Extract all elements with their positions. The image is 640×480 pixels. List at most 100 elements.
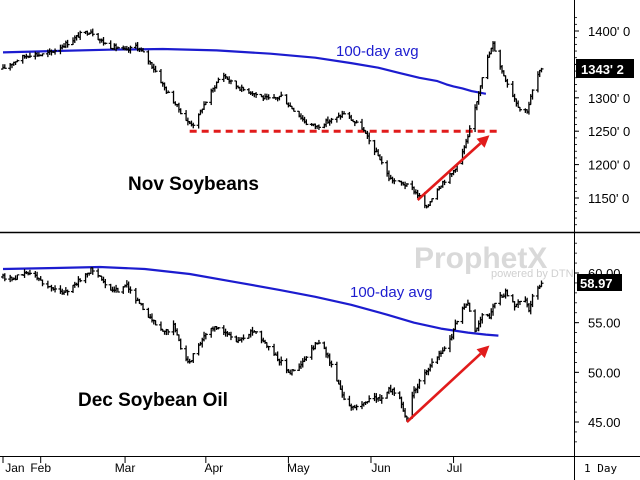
soybeans-price-bar	[367, 132, 372, 145]
soybeans-y-tick-label: 1150' 0	[588, 191, 629, 206]
soybeans-price-bar	[78, 30, 83, 41]
soybeans-price-bar	[430, 198, 435, 203]
soybean-oil-price-bar	[442, 346, 447, 352]
soybean-oil-price-bar	[153, 319, 158, 326]
soybeans-y-tick-label: 1200' 0	[588, 158, 630, 173]
soybeans-trend-arrow	[416, 135, 490, 201]
soybean-oil-price-bar	[254, 331, 259, 334]
soybeans-price-bar	[539, 67, 544, 73]
soybeans-price-bar	[40, 53, 45, 57]
soybeans-y-tick-label: 1250' 0	[588, 124, 630, 139]
soybean-oil-avg-label: 100-day avg	[350, 284, 433, 301]
soybean-oil-price-bar	[2, 273, 7, 282]
soybean-oil-price-bar	[103, 278, 108, 289]
soybeans-price-bar	[228, 79, 233, 85]
soybean-oil-price-bar	[304, 356, 309, 361]
soybean-oil-price-bar	[279, 356, 284, 366]
soybean-oil-price-bar	[467, 302, 472, 312]
soybeans-y-tick-label: 1300' 0	[588, 91, 630, 106]
soybeans-price-bar	[354, 120, 359, 124]
soybean-oil-price-bar	[455, 320, 460, 325]
soybean-oil-price-bars	[1, 267, 544, 422]
soybean-oil-price-bar	[141, 303, 146, 311]
soybeans-price-bar	[379, 156, 384, 165]
soybeans-price-bar	[178, 108, 183, 115]
soybeans-price-bar	[254, 92, 259, 98]
soybeans-price-bar	[216, 77, 221, 84]
prophetx-watermark: ProphetX powered by DTN	[414, 242, 574, 280]
soybeans-avg-label: 100-day avg	[336, 43, 419, 60]
month-label: Jun	[371, 461, 390, 475]
soybeans-price-bar	[304, 119, 309, 126]
soybeans-price-bar	[492, 41, 497, 52]
soybean-oil-price-bar	[392, 387, 397, 396]
soybeans-y-tick-label: 1400' 0	[588, 24, 630, 39]
soybeans-price-bar	[530, 89, 535, 100]
soybean-oil-moving-average	[2, 265, 499, 337]
soybean-oil-last-value-label: 58.97	[580, 276, 613, 291]
soybeans-ma-line	[2, 47, 487, 95]
soybean-oil-price-bar	[354, 404, 359, 411]
watermark-brand: ProphetX	[414, 242, 547, 275]
month-label: Apr	[204, 461, 223, 475]
soybeans-price-bar	[291, 107, 296, 112]
soybean-oil-price-bar	[191, 353, 196, 363]
soybeans-price-bar	[203, 101, 208, 106]
soybean-oil-price-bar	[53, 285, 58, 293]
soybeans-price-bar	[166, 90, 171, 94]
soybeans-price-bar	[480, 76, 485, 89]
soybean-oil-price-bar	[480, 313, 485, 324]
soybeans-price-bar	[128, 45, 133, 54]
soybean-oil-price-bar	[203, 332, 208, 340]
soybean-oil-price-bar	[128, 286, 133, 294]
soybean-oil-price-bar	[228, 331, 233, 341]
soybean-oil-price-bar	[530, 293, 535, 308]
soybeans-price-bar	[342, 111, 347, 115]
soybeans-price-bar	[404, 183, 409, 187]
soybeans-last-value-label: 1343' 2	[581, 62, 624, 77]
soybean-oil-price-bar	[430, 358, 435, 368]
soybeans-price-bar	[467, 125, 472, 138]
soybean-oil-price-bar	[65, 289, 70, 296]
soybean-oil-last-value-bg	[577, 274, 622, 291]
soybean-oil-title: Dec Soybean Oil	[78, 390, 228, 411]
soybeans-price-bar	[329, 117, 334, 124]
soybeans-price-bar	[2, 64, 7, 69]
soybean-oil-price-bar	[266, 345, 271, 351]
soybeans-price-bar	[141, 47, 146, 53]
soybean-oil-price-bar	[27, 269, 32, 276]
soybeans-price-bar	[15, 59, 20, 63]
soybeans-panel: Nov Soybeans 100-day avg 1150' 0 1200' 0 1…	[1, 17, 634, 226]
soybean-oil-price-bar	[417, 378, 422, 389]
soybeans-price-bar	[241, 86, 246, 92]
month-label: Mar	[115, 461, 136, 475]
soybean-oil-price-bar	[316, 339, 321, 345]
soybean-oil-price-bar	[78, 278, 83, 283]
month-label: Jan	[5, 461, 24, 475]
soybean-oil-price-bar	[342, 391, 347, 401]
soybean-oil-price-bar	[178, 338, 183, 350]
soybeans-price-bar	[392, 178, 397, 185]
soybean-oil-y-tick-label: 55.00	[588, 316, 621, 331]
soybean-oil-panel: Dec Soybean Oil 100-day avg 45.00 50.00 55…	[1, 242, 622, 443]
soybeans-price-bar	[316, 124, 321, 130]
soybean-oil-price-bar	[492, 302, 497, 309]
soybeans-last-value-bg	[576, 59, 634, 78]
soybean-oil-y-tick-label: 45.00	[588, 415, 621, 430]
soybean-oil-price-bar	[241, 334, 246, 341]
soybean-oil-price-bar	[40, 279, 45, 287]
soybean-oil-price-bar	[15, 274, 20, 281]
soybeans-price-bar	[279, 91, 284, 98]
soybeans-price-bar	[442, 179, 447, 186]
soybean-oil-price-bar	[166, 329, 171, 335]
month-label: Jul	[447, 461, 462, 475]
soybeans-price-bars	[1, 28, 544, 209]
soybeans-title: Nov Soybeans	[128, 174, 259, 195]
time-axis[interactable]: Jan Feb Mar Apr May Jun Jul	[2, 456, 462, 475]
soybeans-price-bar	[103, 42, 108, 45]
month-label: Feb	[30, 461, 51, 475]
soybean-oil-price-bar	[379, 394, 384, 404]
soybeans-price-bar	[191, 122, 196, 129]
